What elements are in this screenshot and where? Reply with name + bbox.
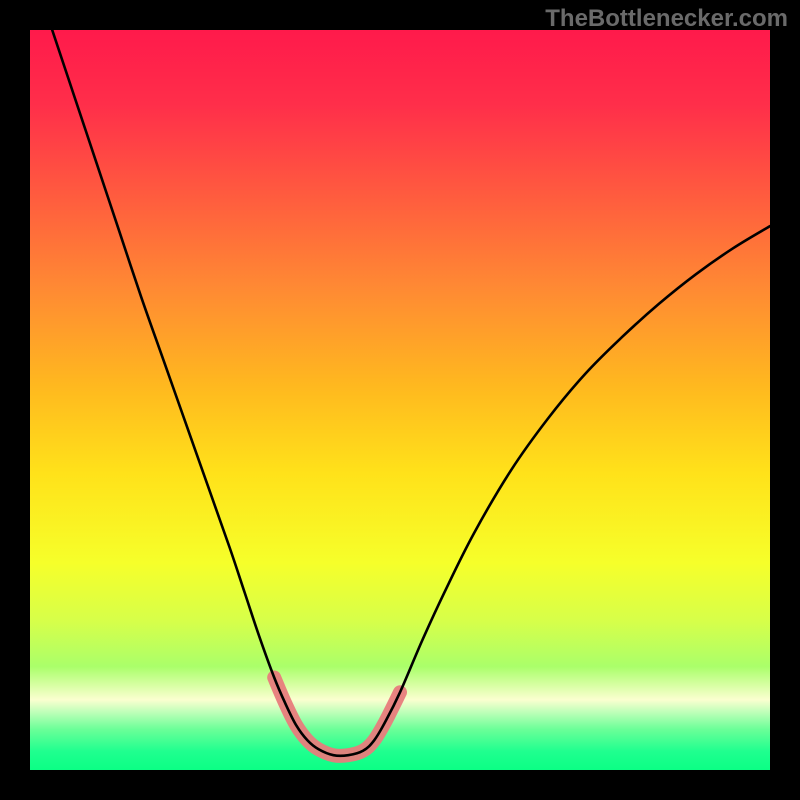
plot-area bbox=[30, 30, 770, 770]
gradient-background bbox=[30, 30, 770, 770]
chart-svg bbox=[30, 30, 770, 770]
